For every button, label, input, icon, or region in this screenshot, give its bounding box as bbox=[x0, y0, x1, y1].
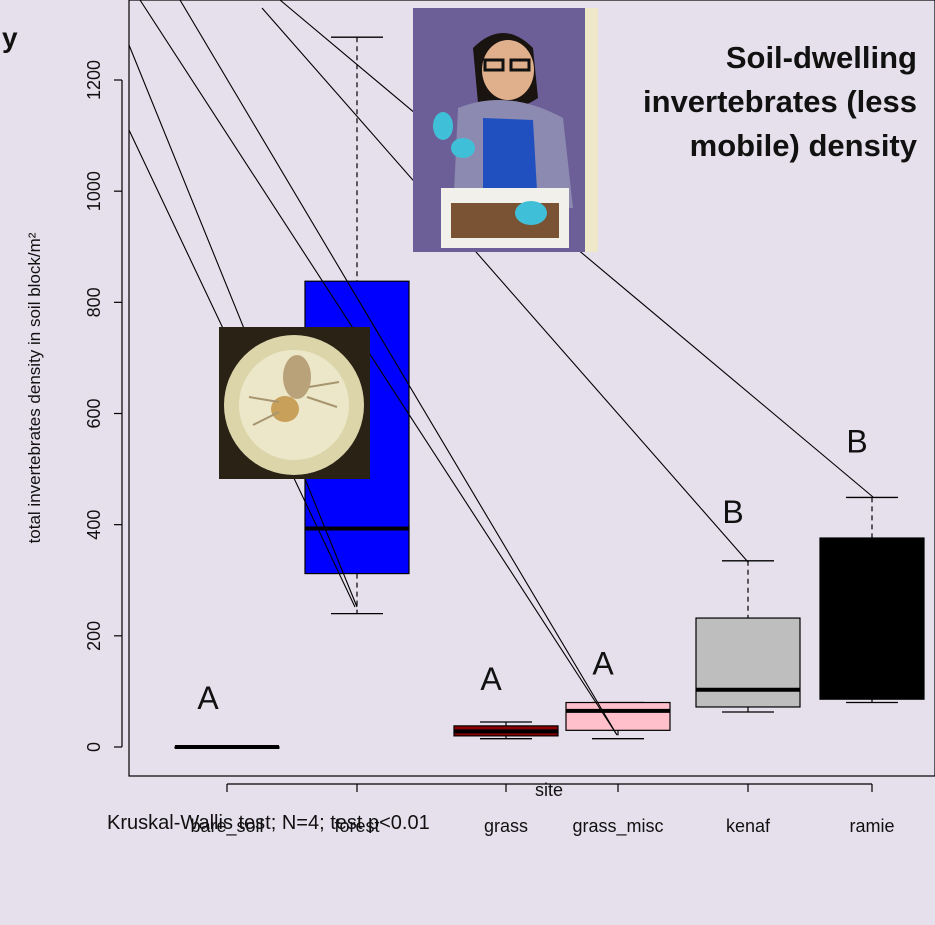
connector-line bbox=[128, 44, 358, 608]
x-tick-label: grass bbox=[484, 816, 528, 836]
group-letter: B bbox=[722, 494, 743, 530]
slide-title: Soil-dwelling invertebrates (less mobile… bbox=[643, 40, 917, 163]
footnote: Kruskal-Wallis test; N=4; test p<0.01 bbox=[107, 812, 430, 834]
group-letter: B bbox=[846, 423, 867, 459]
connector-line bbox=[179, 0, 618, 736]
box-grass_misc: A bbox=[565, 646, 671, 740]
box-ramie: B bbox=[819, 423, 925, 704]
iqr-box bbox=[565, 701, 671, 731]
box-forest: B bbox=[304, 0, 410, 615]
group-letter: B bbox=[331, 0, 352, 2]
iqr-box bbox=[819, 537, 925, 700]
y-tick-label: 800 bbox=[84, 287, 104, 317]
box-grass: A bbox=[453, 661, 559, 740]
y-tick-label: 0 bbox=[84, 742, 104, 752]
x-tick-label: grass_misc bbox=[572, 816, 663, 837]
student-photo bbox=[413, 8, 598, 252]
x-tick-label: forest bbox=[334, 816, 379, 836]
y-tick-label: 200 bbox=[84, 621, 104, 651]
x-tick-label: ramie bbox=[849, 816, 894, 836]
specimen-photo bbox=[219, 327, 370, 479]
x-tick-label: kenaf bbox=[726, 816, 771, 836]
connector-line bbox=[139, 0, 618, 736]
y-axis-label: total invertebrates density in soil bloc… bbox=[25, 232, 44, 543]
y-tick-label: 1200 bbox=[84, 60, 104, 100]
x-axis-label: site bbox=[535, 780, 563, 800]
box-bare_soil: A bbox=[174, 680, 280, 749]
y-tick-label: 400 bbox=[84, 510, 104, 540]
group-letter: A bbox=[592, 646, 614, 682]
y-tick-label: 600 bbox=[84, 398, 104, 428]
plot-frame bbox=[128, 0, 935, 777]
clipped-text: y bbox=[2, 22, 18, 53]
x-tick-label: bare_soil bbox=[190, 816, 263, 837]
group-letter: A bbox=[197, 680, 219, 716]
connector-line bbox=[261, 7, 749, 563]
group-letter: A bbox=[480, 661, 502, 697]
y-tick-label: 1000 bbox=[84, 171, 104, 211]
iqr-box bbox=[695, 617, 801, 708]
box-kenaf: B bbox=[695, 494, 801, 713]
